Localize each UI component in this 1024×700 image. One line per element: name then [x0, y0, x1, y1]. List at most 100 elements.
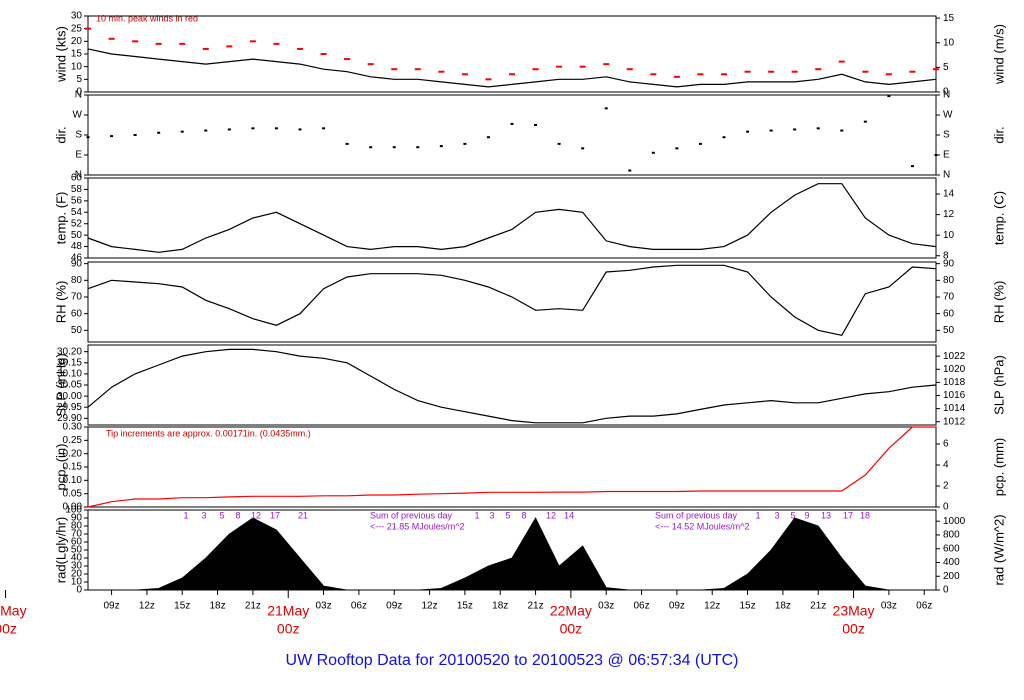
peak-dash [650, 73, 657, 76]
hour-mark: 8 [521, 510, 526, 520]
peak-dash [367, 63, 374, 66]
peak-dash [815, 68, 822, 71]
y-tick-label: 30.05 [57, 380, 82, 391]
peak-dash [933, 68, 939, 71]
peak-dash [414, 68, 421, 71]
peak-dash [838, 60, 845, 63]
x-tick-label: 21z [527, 601, 543, 612]
y-tick-label: 40 [71, 553, 83, 564]
peak-dash [391, 68, 398, 71]
x-tick-label: 12z [139, 601, 155, 612]
line [87, 48, 937, 88]
y-tick-label: 90 [71, 513, 83, 524]
hour-mark: 12 [251, 510, 261, 520]
point [887, 95, 891, 98]
y2-tick-label: 6 [943, 439, 949, 450]
y-axis-label: pcp. (in) [53, 444, 68, 491]
x-tick-label: 18z [209, 601, 225, 612]
annotation: Tip increments are approx. 0.00171in. (0… [106, 428, 311, 438]
y-axis-label: dir. [53, 126, 68, 143]
annotation: 10 min. peak winds in red [96, 13, 198, 23]
hour-mark: 17 [270, 510, 280, 520]
y-tick-label: 46 [71, 253, 83, 264]
point [251, 127, 255, 130]
point [769, 129, 773, 132]
x-tick-label: 12z [421, 601, 437, 612]
y-axis-label: wind (kts) [53, 26, 68, 83]
y-tick-label: 80 [71, 521, 83, 532]
hour-mark: 18 [860, 510, 870, 520]
hour-mark: 3 [489, 510, 494, 520]
y2-tick-label: 5 [943, 62, 949, 73]
line [87, 348, 937, 424]
hour-mark: 14 [564, 510, 574, 520]
y2-tick-label: 1022 [943, 351, 966, 362]
peak-dash [202, 47, 209, 50]
peak-dash [320, 53, 327, 55]
y2-tick-label: 1000 [943, 516, 966, 527]
y-tick-label: 20 [71, 36, 83, 47]
point [510, 122, 514, 125]
y-axis-label: temp. (F) [53, 192, 68, 245]
y-tick-label: E [75, 150, 82, 161]
y2-tick-label: 15 [943, 13, 955, 24]
y2-tick-label: 1016 [943, 390, 966, 401]
peak-dash [179, 42, 186, 45]
x-tick-label: 18z [775, 601, 791, 612]
peak-dash [768, 70, 775, 73]
y-tick-label: 0.10 [63, 475, 83, 486]
x-tick-label: 09z [103, 601, 119, 612]
peak-dash [155, 42, 162, 45]
y-tick-label: W [73, 110, 83, 121]
point [227, 128, 231, 131]
y-tick-label: 0.05 [63, 488, 83, 499]
point [793, 128, 797, 131]
peak-dash [673, 75, 680, 78]
line [87, 426, 936, 508]
y2-tick-label: N [943, 90, 950, 101]
point [345, 142, 349, 145]
y2-tick-label: 10 [943, 37, 955, 48]
point [392, 146, 396, 149]
point [298, 128, 302, 131]
day-hour-label: 00z [560, 621, 583, 637]
hour-mark: 3 [774, 510, 779, 520]
hour-mark: 9 [804, 510, 809, 520]
y-tick-label: 52 [71, 218, 83, 229]
point [110, 135, 114, 138]
y2-axis-label: dir. [991, 126, 1006, 143]
x-tick-label: 15z [739, 601, 755, 612]
point [133, 134, 137, 136]
y2-tick-label: 200 [943, 571, 960, 582]
y-axis-label: SLP (inHg) [53, 353, 68, 416]
day-hour-label: 00z [842, 621, 865, 637]
point [628, 169, 632, 172]
y-tick-label: 58 [71, 184, 83, 195]
y2-tick-label: 0 [943, 585, 949, 596]
point [157, 131, 161, 134]
point [416, 146, 420, 149]
y2-tick-label: 600 [943, 543, 960, 554]
panel-frame [87, 94, 937, 176]
y-tick-label: N [75, 90, 82, 101]
y-tick-label: 50 [71, 325, 83, 336]
point [439, 145, 443, 148]
y-tick-label: 0 [76, 585, 82, 596]
area [88, 517, 936, 591]
hour-mark: 5 [505, 510, 510, 520]
point [463, 142, 467, 145]
y2-tick-label: 1020 [943, 364, 966, 375]
y-tick-label: 50 [71, 230, 83, 241]
y-tick-label: 0.15 [63, 462, 83, 473]
annotation: <--- 21.85 MJoules/m^2 [370, 521, 465, 531]
y2-tick-label: 0 [943, 87, 949, 98]
peak-dash [485, 78, 492, 81]
x-tick-label: 03z [881, 601, 897, 612]
point [204, 129, 208, 132]
y2-tick-label: 50 [943, 325, 955, 336]
hour-mark: 8 [235, 510, 240, 520]
point [486, 136, 490, 139]
y-tick-label: 30 [71, 11, 83, 22]
y-tick-label: 56 [71, 195, 83, 206]
